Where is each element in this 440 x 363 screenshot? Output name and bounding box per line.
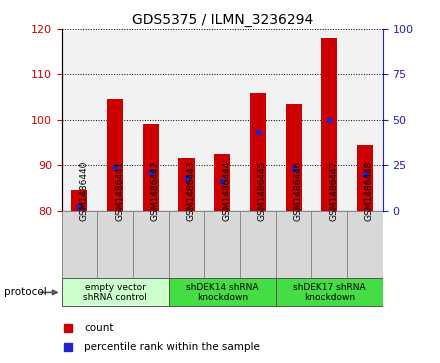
Text: GSM1486440: GSM1486440 xyxy=(80,160,88,221)
Text: GSM1486441: GSM1486441 xyxy=(115,160,124,221)
Bar xyxy=(204,211,240,278)
Bar xyxy=(312,211,347,278)
Bar xyxy=(250,93,266,211)
Bar xyxy=(214,154,230,211)
Bar xyxy=(276,278,383,306)
Bar xyxy=(240,211,276,278)
Bar xyxy=(133,211,169,278)
Text: percentile rank within the sample: percentile rank within the sample xyxy=(84,342,260,352)
Text: shDEK14 shRNA
knockdown: shDEK14 shRNA knockdown xyxy=(186,282,258,302)
Bar xyxy=(62,211,97,278)
Bar xyxy=(107,99,123,211)
Bar xyxy=(62,278,169,306)
Bar xyxy=(97,211,133,278)
Text: GSM1486446: GSM1486446 xyxy=(293,160,303,221)
Text: GSM1486442: GSM1486442 xyxy=(151,160,160,221)
Bar xyxy=(143,124,159,211)
Text: GSM1486444: GSM1486444 xyxy=(222,160,231,221)
Bar xyxy=(321,38,337,211)
Bar xyxy=(286,104,301,211)
Title: GDS5375 / ILMN_3236294: GDS5375 / ILMN_3236294 xyxy=(132,13,313,26)
Text: empty vector
shRNA control: empty vector shRNA control xyxy=(83,282,147,302)
Text: GSM1486447: GSM1486447 xyxy=(329,160,338,221)
Bar xyxy=(179,158,194,211)
Bar xyxy=(71,190,88,211)
Text: GSM1486445: GSM1486445 xyxy=(258,160,267,221)
Text: GSM1486448: GSM1486448 xyxy=(365,160,374,221)
Bar xyxy=(169,278,276,306)
Text: shDEK17 shRNA
knockdown: shDEK17 shRNA knockdown xyxy=(293,282,366,302)
Bar xyxy=(347,211,383,278)
Text: protocol: protocol xyxy=(4,287,47,297)
Bar xyxy=(169,211,204,278)
Text: GSM1486443: GSM1486443 xyxy=(187,160,195,221)
Bar xyxy=(357,145,373,211)
Bar xyxy=(276,211,312,278)
Text: count: count xyxy=(84,323,114,333)
